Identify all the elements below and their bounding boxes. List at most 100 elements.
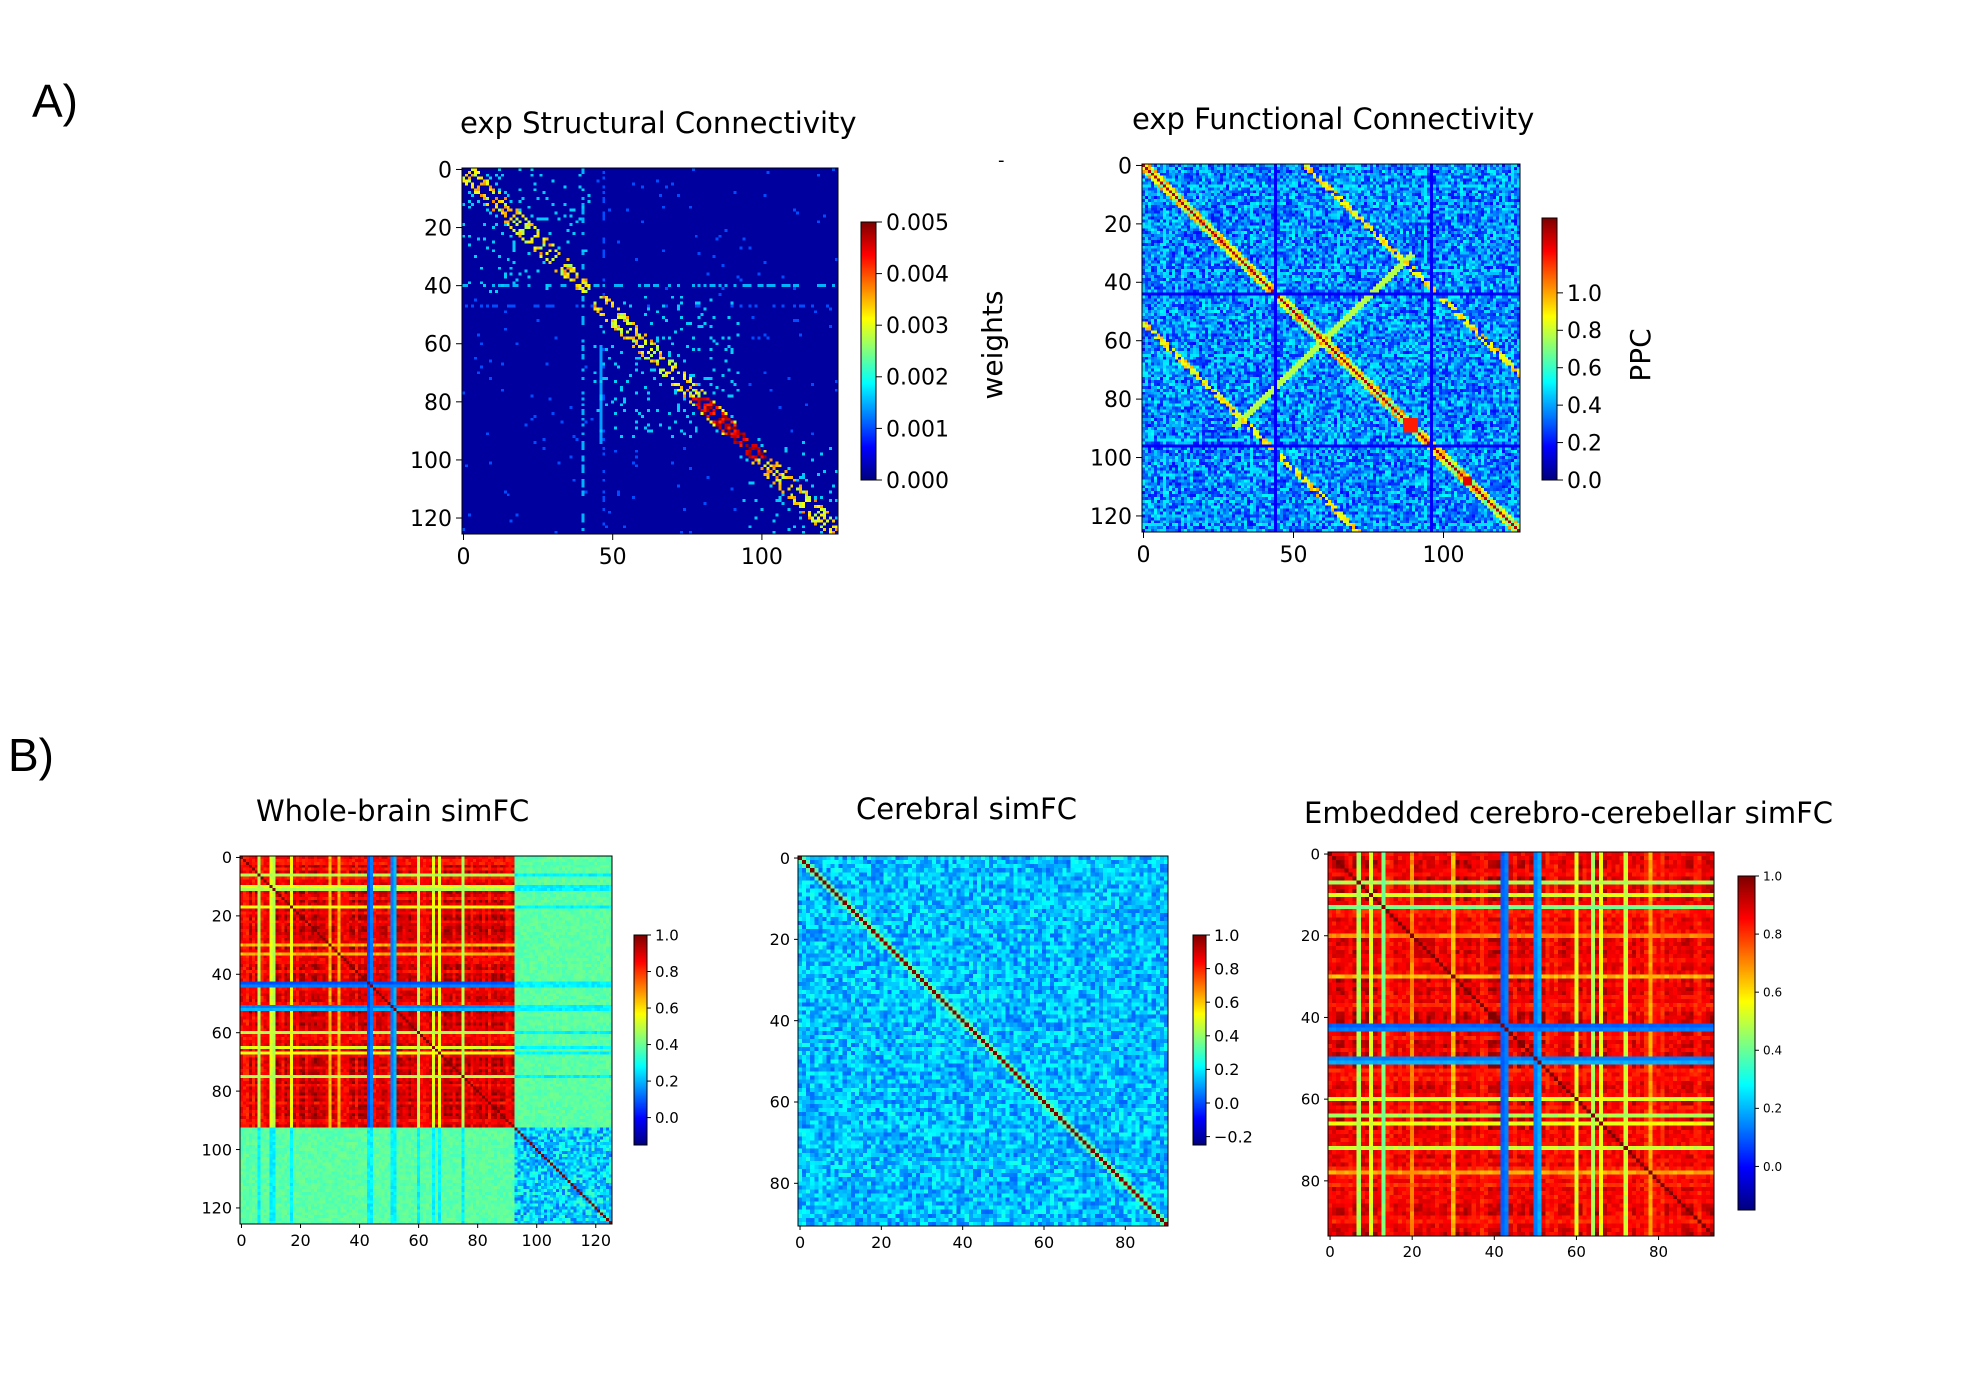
wb-colorbar — [634, 935, 647, 1145]
fc-colorbar-label: PPC — [1624, 328, 1657, 381]
emb-xtick-label: 0 — [1325, 1243, 1335, 1261]
cer-ytick-label: 20 — [770, 930, 790, 949]
emb-colorbar-tick-label: 0.4 — [1763, 1044, 1782, 1058]
fc-colorbar-tick-label: 1.0 — [1567, 282, 1602, 307]
fc-colorbar-tick-label: 0.6 — [1567, 357, 1602, 382]
wb-colorbar-tick-label: 0.0 — [655, 1109, 679, 1127]
wb-colorbar-tick-label: 0.2 — [655, 1072, 679, 1090]
wb-xtick-label: 20 — [290, 1231, 310, 1250]
sc-colorbar-tick-label: 0.002 — [886, 366, 949, 391]
cer-colorbar-tick-label: 1.0 — [1214, 926, 1239, 945]
sc-colorbar-tick-label: 0.004 — [886, 263, 949, 288]
sc-xtick-label: 100 — [741, 545, 783, 570]
wb-ytick-label: 80 — [212, 1082, 232, 1101]
fc-colorbar — [1542, 218, 1557, 480]
emb-frame — [1327, 851, 1715, 1237]
emb-colorbar-tick-label: 1.0 — [1763, 869, 1782, 883]
cer-xtick-label: 0 — [795, 1233, 805, 1252]
cer-colorbar-frame — [1192, 934, 1207, 1146]
panel-label-b: B) — [8, 729, 54, 781]
sc-ytick-label: 120 — [410, 507, 452, 532]
fc-xtick-label: 0 — [1137, 543, 1151, 568]
emb-colorbar-tick-label: 0.0 — [1763, 1160, 1782, 1174]
emb-heatmap — [1328, 852, 1714, 1236]
fc-frame — [1141, 163, 1521, 533]
emb-xtick-label: 60 — [1567, 1243, 1586, 1261]
wb-xtick-label: 40 — [349, 1231, 369, 1250]
sc-title: exp Structural Connectivity — [460, 106, 857, 140]
wb-heatmap — [240, 856, 612, 1224]
cer-colorbar — [1193, 935, 1206, 1145]
wb-ytick-label: 100 — [201, 1140, 232, 1159]
cer-colorbar-tick-label: 0.0 — [1214, 1094, 1239, 1113]
cer-colorbar-tick-label: −0.2 — [1214, 1127, 1253, 1146]
cer-ytick-label: 80 — [770, 1174, 790, 1193]
fc-colorbar-tick-label: 0.2 — [1567, 431, 1602, 456]
emb-ytick-label: 0 — [1310, 845, 1320, 863]
fc-colorbar-frame — [1541, 217, 1558, 481]
emb-colorbar-tick-label: 0.2 — [1763, 1102, 1782, 1116]
fc-colorbar-tick-label: 0.4 — [1567, 394, 1602, 419]
sc-colorbar-tick-label: 0.001 — [886, 417, 949, 442]
wb-xtick-label: 0 — [236, 1231, 246, 1250]
sc-colorbar-label: weights — [976, 291, 1009, 400]
cer-ytick-label: 0 — [780, 849, 790, 868]
fc-xtick-label: 100 — [1423, 543, 1465, 568]
emb-xtick-label: 40 — [1485, 1243, 1504, 1261]
fc-colorbar-tick-label: 0.0 — [1567, 469, 1602, 494]
cer-title: Cerebral simFC — [856, 792, 1077, 826]
emb-ytick-label: 80 — [1301, 1172, 1320, 1190]
sc-ytick-label: 40 — [424, 275, 452, 300]
sc-ytick-label: 20 — [424, 216, 452, 241]
fc-colorbar-tick-label: 0.8 — [1567, 319, 1602, 344]
sc-colorbar-tick-label: 0.005 — [886, 211, 949, 236]
sc-colorbar — [861, 222, 876, 480]
cer-colorbar-tick-label: 0.8 — [1214, 959, 1239, 978]
stray-mark: - — [998, 150, 1005, 171]
cer-xtick-label: 80 — [1115, 1233, 1135, 1252]
wb-colorbar-tick-label: 0.4 — [655, 1036, 679, 1054]
wb-ytick-label: 0 — [222, 848, 232, 867]
wb-xtick-label: 80 — [467, 1231, 487, 1250]
fc-heatmap — [1142, 164, 1520, 532]
fc-ytick-label: 80 — [1104, 388, 1132, 413]
emb-colorbar — [1738, 876, 1755, 1210]
cer-xtick-label: 60 — [1034, 1233, 1054, 1252]
sc-colorbar-frame — [860, 221, 877, 481]
emb-colorbar-tick-label: 0.8 — [1763, 927, 1782, 941]
emb-colorbar-tick-label: 0.6 — [1763, 985, 1782, 999]
emb-xtick-label: 80 — [1649, 1243, 1668, 1261]
fc-ytick-label: 120 — [1090, 505, 1132, 530]
emb-ytick-label: 20 — [1301, 927, 1320, 945]
wb-xtick-label: 100 — [521, 1231, 552, 1250]
sc-ytick-label: 0 — [438, 158, 452, 183]
cer-heatmap — [798, 856, 1168, 1226]
wb-ytick-label: 60 — [212, 1023, 232, 1042]
wb-title: Whole-brain simFC — [256, 794, 530, 828]
cer-colorbar-tick-label: 0.6 — [1214, 993, 1239, 1012]
wb-colorbar-frame — [633, 934, 648, 1146]
emb-xtick-label: 20 — [1403, 1243, 1422, 1261]
cer-colorbar-tick-label: 0.4 — [1214, 1027, 1239, 1046]
emb-title: Embedded cerebro-cerebellar simFC — [1304, 796, 1833, 830]
wb-xtick-label: 60 — [408, 1231, 428, 1250]
sc-colorbar-tick-label: 0.000 — [886, 469, 949, 494]
sc-frame — [461, 167, 839, 535]
wb-ytick-label: 40 — [212, 965, 232, 984]
wb-colorbar-tick-label: 0.6 — [655, 999, 679, 1017]
cer-xtick-label: 20 — [871, 1233, 891, 1252]
emb-colorbar-frame — [1737, 875, 1756, 1211]
wb-ytick-label: 20 — [212, 907, 232, 926]
fc-ytick-label: 60 — [1104, 330, 1132, 355]
fc-ytick-label: 0 — [1118, 154, 1132, 179]
sc-colorbar-tick-label: 0.003 — [886, 314, 949, 339]
sc-ytick-label: 60 — [424, 333, 452, 358]
cer-xtick-label: 40 — [952, 1233, 972, 1252]
wb-ytick-label: 120 — [201, 1199, 232, 1218]
panel-label-a: A) — [32, 75, 78, 127]
wb-colorbar-tick-label: 0.8 — [655, 963, 679, 981]
emb-ytick-label: 60 — [1301, 1091, 1320, 1109]
sc-ytick-label: 80 — [424, 391, 452, 416]
